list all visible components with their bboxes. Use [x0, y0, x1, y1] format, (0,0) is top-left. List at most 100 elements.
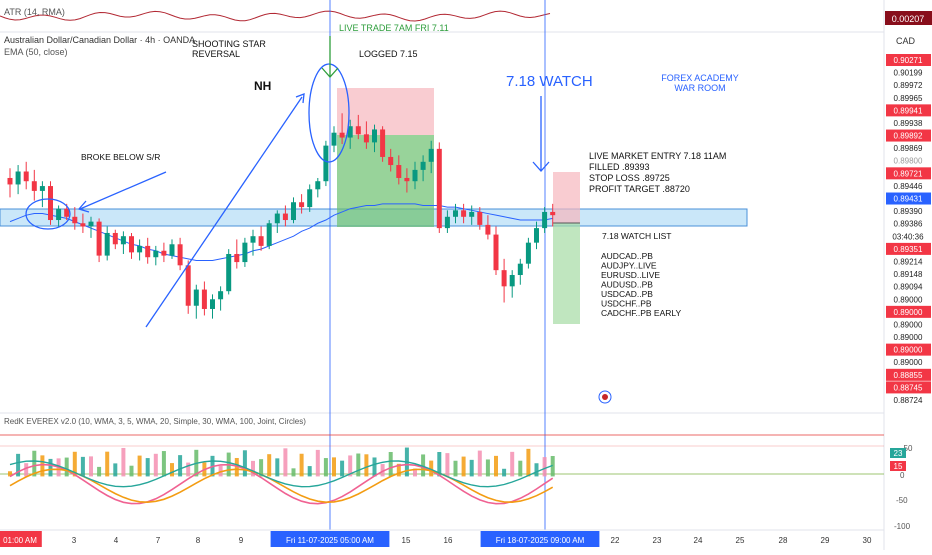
candle	[7, 168, 13, 198]
candle	[201, 281, 207, 316]
price-label: 0.89941	[894, 106, 923, 115]
osc-badge-teal-value: 23	[894, 449, 903, 458]
osc-bar	[494, 455, 498, 477]
candle	[234, 239, 240, 269]
candle	[177, 237, 183, 271]
time-label: Fri 18-07-2025 09:00 AM	[496, 536, 585, 545]
osc-bar	[526, 448, 531, 477]
osc-bar	[453, 460, 458, 477]
candle	[31, 169, 37, 201]
candle	[266, 220, 272, 250]
price-label-bg	[886, 331, 931, 344]
price-label: 0.90271	[894, 56, 923, 65]
osc-bar	[113, 463, 118, 477]
osc-bar	[413, 468, 417, 477]
watch-list-item: AUDUSD..PB	[601, 280, 653, 290]
time-label: 30	[863, 536, 872, 545]
osc-bar	[510, 451, 515, 477]
candle-body	[299, 202, 305, 208]
price-label: 0.89446	[894, 182, 923, 191]
entry-line-1: LIVE MARKET ENTRY 7.18 11AM	[589, 151, 726, 161]
candle	[485, 215, 491, 240]
osc-bar	[80, 456, 85, 477]
price-label-bg	[886, 268, 931, 281]
atr-line	[0, 10, 551, 22]
arrow-head-icon	[295, 93, 305, 104]
candle	[331, 126, 337, 153]
osc-badge-red	[890, 461, 906, 471]
arrow-to-breakdown	[79, 171, 167, 210]
osc-bar	[299, 453, 304, 477]
price-label-bg	[886, 192, 931, 205]
time-label: 01:00 AM	[3, 536, 37, 545]
academy-line-2: WAR ROOM	[674, 83, 725, 93]
candle	[218, 286, 224, 311]
osc-bar	[145, 458, 150, 477]
atr-panel: ATR (14, RMA) 0.00207	[0, 7, 932, 25]
osc-bar	[550, 456, 555, 477]
osc-bar	[485, 459, 490, 477]
profit-zone-1	[337, 135, 434, 227]
candle	[444, 210, 450, 233]
candle-body	[363, 134, 369, 143]
osc-bar	[323, 458, 328, 477]
candle	[48, 181, 53, 225]
price-label: 0.89892	[894, 132, 923, 141]
candle-body	[258, 236, 264, 246]
osc-bar	[16, 453, 21, 477]
candle	[39, 181, 45, 208]
osc-bar	[502, 468, 507, 477]
osc-bar	[153, 453, 158, 477]
candle	[428, 140, 434, 174]
price-label-bg	[886, 116, 931, 129]
candle	[210, 294, 215, 319]
time-label-bg	[480, 531, 600, 547]
candle-body	[339, 132, 345, 138]
price-label-bg	[886, 205, 931, 218]
price-label: 0.89000	[894, 333, 923, 342]
watch-list-item: CADCHF..PB EARLY	[601, 308, 681, 318]
time-label: 15	[402, 536, 411, 545]
osc-bar	[64, 457, 69, 477]
candle-body	[39, 186, 45, 191]
candle-body	[137, 245, 143, 253]
watch-list-title: 7.18 WATCH LIST	[602, 231, 671, 241]
oscillator-bars	[8, 447, 555, 477]
osc-bar	[40, 455, 45, 477]
candle	[258, 226, 264, 251]
price-label: 0.89390	[894, 207, 923, 216]
candle	[420, 155, 426, 182]
arrow-head-icon	[77, 200, 90, 213]
osc-bar	[72, 451, 77, 477]
price-axis[interactable]: 0.90271 0.90199 0.89972 0.89965 0.89941 0.899…	[886, 54, 931, 406]
academy-line-1: FOREX ACADEMY	[661, 73, 739, 83]
time-label: 3	[72, 536, 77, 545]
price-label: 0.88855	[894, 371, 923, 380]
time-axis[interactable]: 01:00 AM 3 4 7 8 9 Fri 11-07-2025 05:00 AM 15 16…	[0, 531, 872, 547]
watch-list-item: AUDCAD..PB	[601, 251, 653, 261]
osc-badge-red-value: 15	[894, 462, 903, 471]
price-label: 03:40:36	[892, 232, 924, 241]
entry-line-3: STOP LOSS .89725	[589, 173, 670, 183]
candle	[404, 168, 410, 193]
osc-bar	[396, 463, 401, 477]
candle	[137, 239, 143, 261]
candle	[534, 221, 539, 250]
osc-bar	[137, 455, 142, 477]
osc-bar	[283, 448, 288, 477]
price-label: 0.89000	[894, 358, 923, 367]
candle	[517, 258, 523, 285]
candle	[388, 148, 394, 172]
candle-body	[153, 250, 159, 258]
time-label: 4	[114, 536, 119, 545]
osc-bar	[275, 458, 280, 477]
stop-loss-zone-2	[553, 172, 580, 223]
osc-bar	[372, 457, 377, 477]
osc-bar	[364, 454, 369, 477]
logged-note: LOGGED 7.15	[359, 49, 418, 59]
candle	[282, 205, 288, 227]
candle-body	[291, 202, 296, 221]
price-label: 0.89148	[894, 270, 923, 279]
candle	[380, 126, 386, 162]
